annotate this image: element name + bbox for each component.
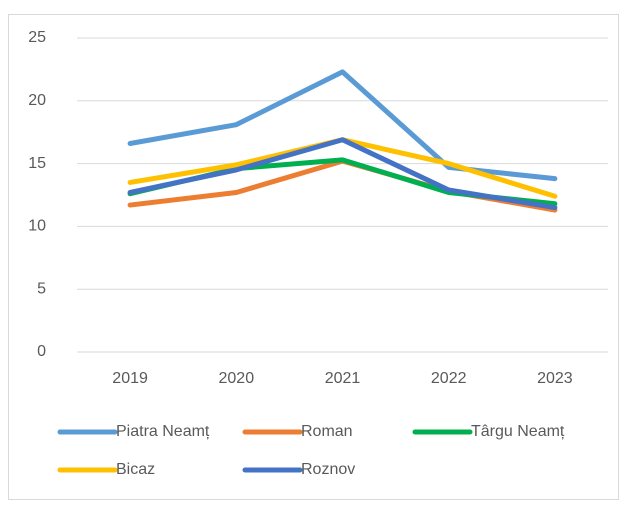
x-tick-label: 2020: [219, 370, 255, 387]
legend-label: Roznov: [301, 461, 355, 478]
y-tick-label: 15: [28, 155, 46, 172]
y-tick-label: 5: [37, 280, 46, 297]
legend-label: Roman: [301, 423, 353, 440]
legend-label: Târgu Neamț: [471, 423, 565, 440]
y-tick-label: 20: [28, 92, 46, 109]
chart-border: [8, 14, 619, 500]
y-tick-label: 10: [28, 218, 46, 235]
x-tick-label: 2023: [537, 370, 573, 387]
x-tick-label: 2022: [431, 370, 467, 387]
legend-label: Piatra Neamț: [116, 423, 210, 440]
x-tick-label: 2019: [112, 370, 148, 387]
series-line: [127, 69, 558, 182]
y-tick-label: 25: [28, 29, 46, 46]
x-tick-label: 2021: [325, 370, 361, 387]
y-tick-label: 0: [37, 343, 46, 360]
legend-label: Bicaz: [116, 461, 155, 478]
series-line: [127, 137, 558, 211]
